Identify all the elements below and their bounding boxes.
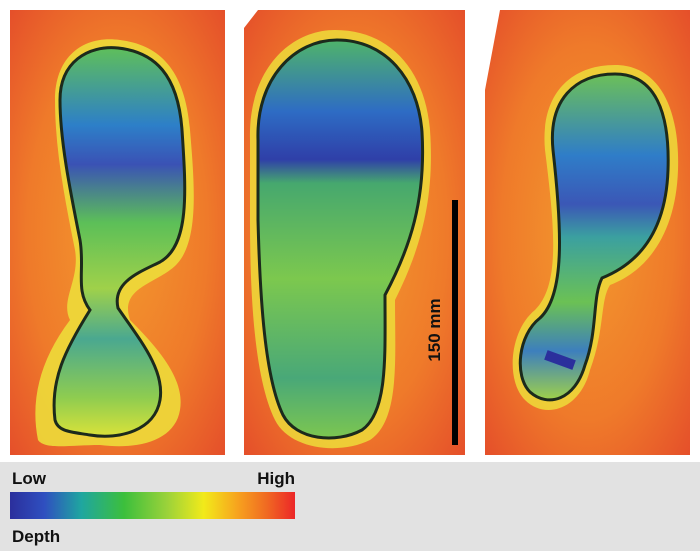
legend-title: Depth <box>12 527 60 546</box>
legend-low: Low <box>12 469 47 488</box>
scale-bar-label: 150 mm <box>425 298 444 361</box>
colorbar <box>10 492 295 519</box>
footprint-panel <box>244 10 465 455</box>
legend-high: High <box>257 469 295 488</box>
footprint-panel <box>10 10 225 455</box>
footprint-panel <box>485 10 690 455</box>
